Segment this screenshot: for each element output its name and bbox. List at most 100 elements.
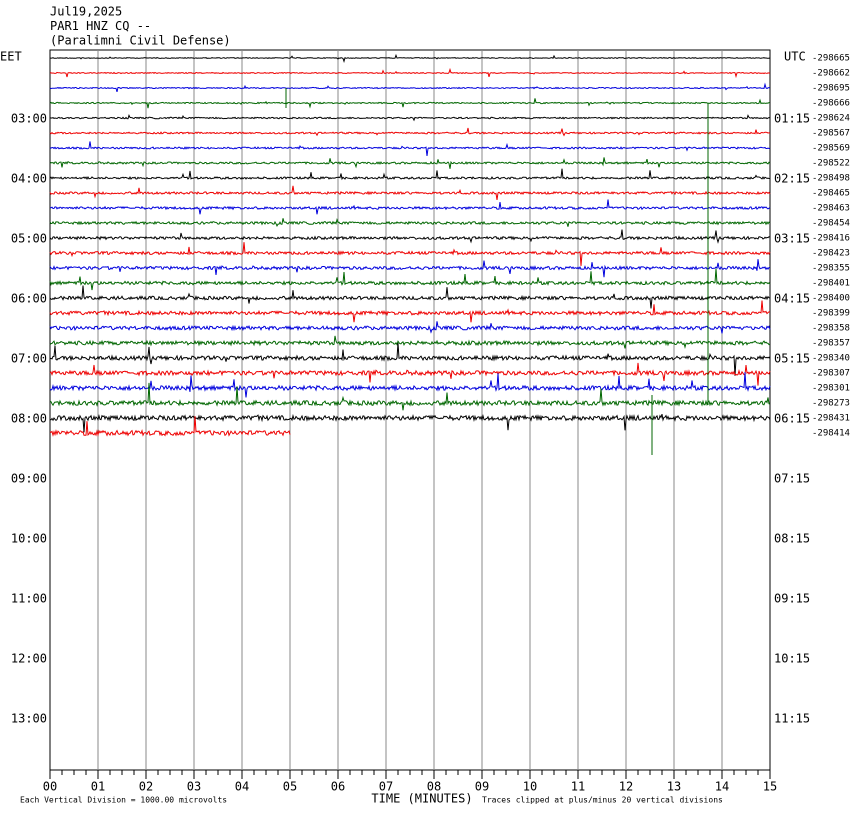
header-line: (Paralimni Civil Defense): [50, 34, 231, 48]
trace-label: -298307: [812, 369, 850, 379]
trace-label: -298431: [812, 414, 850, 424]
right-time-label: 08:15: [774, 532, 810, 546]
seismic-trace: [49, 82, 771, 93]
seismic-trace: [49, 168, 771, 181]
x-tick-label: 11: [571, 780, 585, 794]
left-time-label: 04:00: [11, 172, 47, 186]
seismic-trace: [49, 229, 771, 244]
trace-label: -298522: [812, 159, 850, 169]
header-line: Jul19,2025: [50, 5, 122, 19]
trace-label: -298416: [812, 234, 850, 244]
trace-label: -298301: [812, 384, 850, 394]
right-time-label: 10:15: [774, 652, 810, 666]
trace-label: -298695: [812, 84, 850, 94]
right-time-label: 04:15: [774, 292, 810, 306]
trace-label: -298498: [812, 174, 850, 184]
seismic-trace: [49, 382, 771, 411]
clip-note: Traces clipped at plus/minus 20 vertical…: [482, 796, 723, 805]
trace-label: -298423: [812, 249, 850, 259]
right-time-label: 07:15: [774, 472, 810, 486]
right-time-label: 05:15: [774, 352, 810, 366]
trace-label: -298355: [812, 264, 850, 274]
x-tick-label: 15: [763, 780, 777, 794]
seismic-trace: [50, 53, 771, 63]
seismic-trace: [49, 321, 771, 334]
seismic-trace: [49, 242, 771, 266]
trace-label: -298340: [812, 354, 850, 364]
trace-label: -298273: [812, 399, 850, 409]
right-time-label: 09:15: [774, 592, 810, 606]
left-time-label: 08:00: [11, 412, 47, 426]
seismic-trace: [49, 416, 291, 437]
right-time-label: 03:15: [774, 232, 810, 246]
seismic-trace: [49, 362, 771, 386]
left-axis-title: EET: [0, 50, 22, 64]
x-tick-label: 13: [667, 780, 681, 794]
x-tick-label: 02: [139, 780, 153, 794]
left-time-label: 05:00: [11, 232, 47, 246]
seismic-trace: [49, 157, 771, 169]
left-time-label: 10:00: [11, 532, 47, 546]
seismic-trace: [50, 199, 771, 215]
seismic-trace: [49, 114, 771, 122]
x-tick-label: 08: [427, 780, 441, 794]
right-time-label: 06:15: [774, 412, 810, 426]
seismic-trace: [49, 268, 771, 291]
trace-label: -298463: [812, 204, 850, 214]
right-time-label: 11:15: [774, 712, 810, 726]
seismic-trace: [49, 67, 771, 79]
seismic-trace: [49, 285, 771, 309]
left-time-label: 09:00: [11, 472, 47, 486]
seismic-trace: [49, 413, 771, 433]
right-axis-title: UTC: [784, 50, 806, 64]
x-tick-label: 09: [475, 780, 489, 794]
header-line: PAR1 HNZ CQ --: [50, 19, 151, 33]
plot-frame: [49, 49, 771, 771]
left-time-label: 06:00: [11, 292, 47, 306]
x-tick-label: 00: [43, 780, 57, 794]
trace-label: -298401: [812, 279, 850, 289]
x-tick-label: 07: [379, 780, 393, 794]
seismic-trace: [49, 259, 771, 278]
trace-label: -298465: [812, 189, 850, 199]
trace-label: -298569: [812, 144, 850, 154]
seismic-trace: [49, 127, 770, 137]
x-tick-label: 05: [283, 780, 297, 794]
left-time-label: 03:00: [11, 112, 47, 126]
seismic-trace: [49, 218, 771, 228]
seismic-trace: [49, 335, 770, 350]
x-tick-label: 06: [331, 780, 345, 794]
trace-label: -298624: [812, 114, 850, 124]
trace-label: -298666: [812, 99, 850, 109]
left-time-label: 12:00: [11, 652, 47, 666]
right-time-label: 01:15: [774, 112, 810, 126]
left-time-label: 07:00: [11, 352, 47, 366]
seismic-trace: [49, 98, 770, 109]
trace-label: -298400: [812, 294, 850, 304]
trace-label: -298399: [812, 309, 850, 319]
x-tick-label: 03: [187, 780, 201, 794]
right-time-label: 02:15: [774, 172, 810, 186]
trace-label: -298454: [812, 219, 850, 229]
seismic-trace: [49, 141, 771, 156]
trace-label: -298567: [812, 129, 850, 139]
trace-label: -298665: [812, 54, 850, 64]
trace-label: -298662: [812, 69, 850, 79]
left-time-label: 13:00: [11, 712, 47, 726]
x-tick-label: 01: [91, 780, 105, 794]
x-tick-label: 04: [235, 780, 249, 794]
x-tick-label: 14: [715, 780, 729, 794]
seismic-trace: [49, 185, 771, 200]
seismic-trace: [49, 342, 771, 376]
scale-note: Each Vertical Division = 1000.00 microvo…: [20, 796, 227, 805]
left-time-label: 11:00: [11, 592, 47, 606]
seismic-trace: [49, 372, 771, 398]
trace-label: -298358: [812, 324, 850, 334]
trace-label: -298357: [812, 339, 850, 349]
x-tick-label: 10: [523, 780, 537, 794]
seismic-trace: [49, 300, 771, 323]
x-axis-title: TIME (MINUTES): [371, 792, 472, 806]
trace-label: -298414: [812, 429, 850, 439]
x-tick-label: 12: [619, 780, 633, 794]
